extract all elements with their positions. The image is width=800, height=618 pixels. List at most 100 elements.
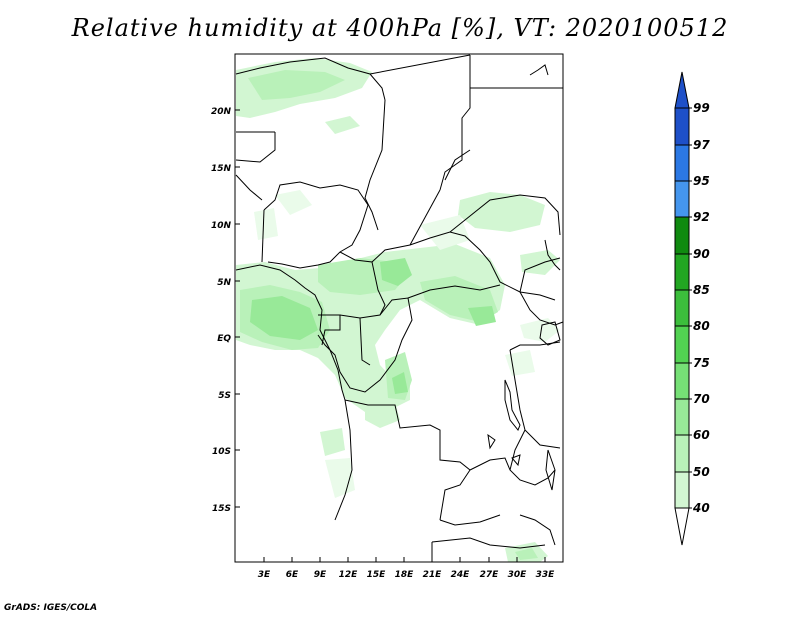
humidity-area — [380, 258, 412, 286]
colorbar: 99 97 95 92 90 85 80 75 70 60 50 40 — [674, 71, 710, 546]
colorbar-label: 80 — [693, 319, 710, 333]
humidity-area — [275, 190, 312, 215]
country-border — [509, 349, 561, 449]
colorbar-segment — [674, 398, 690, 436]
longitude-axis: 3E 6E 9E 12E 15E 18E 21E 24E 27E 30E 33E — [258, 557, 555, 580]
lon-tick-label: 3E — [258, 570, 271, 580]
colorbar-segment — [674, 253, 690, 291]
lake-shore — [511, 454, 521, 467]
country-borders — [235, 54, 564, 562]
humidity-area — [468, 306, 496, 326]
colorbar-label: 90 — [693, 247, 710, 261]
lon-tick-label: 18E — [395, 570, 415, 580]
humidity-area — [325, 458, 355, 498]
humidity-area — [254, 208, 278, 240]
lat-tick-label: 15S — [212, 504, 231, 514]
colorbar-segment — [674, 144, 690, 182]
colorbar-label: 99 — [693, 101, 710, 115]
humidity-area — [458, 192, 545, 232]
humidity-area — [392, 372, 408, 394]
lon-tick-label: 27E — [480, 570, 500, 580]
colorbar-label: 40 — [692, 501, 710, 515]
country-border — [369, 54, 471, 75]
colorbar-arrow-top — [674, 71, 690, 109]
humidity-area — [420, 215, 470, 250]
lon-tick-label: 33E — [536, 570, 556, 580]
country-border — [325, 251, 386, 319]
colorbar-label: 70 — [693, 392, 710, 406]
colorbar-segment — [674, 434, 690, 473]
lat-tick-label: 5N — [217, 278, 231, 288]
colorbar-label: 50 — [693, 465, 710, 479]
grads-credit: GrADS: IGES/COLA — [4, 603, 98, 613]
country-border — [469, 457, 556, 486]
country-border — [261, 209, 265, 263]
country-border — [364, 99, 386, 231]
country-border — [431, 537, 546, 549]
country-border — [334, 399, 353, 521]
colorbar-label: 92 — [693, 210, 710, 224]
lon-tick-label: 12E — [339, 570, 359, 580]
country-border — [407, 284, 501, 299]
latitude-axis: 20N 15N 10N 5N EQ 5S 10S 15S — [211, 107, 240, 514]
lon-tick-label: 9E — [314, 570, 327, 580]
humidity-area — [505, 350, 535, 376]
humidity-area — [325, 116, 360, 134]
colorbar-label: 85 — [693, 283, 710, 297]
country-border — [519, 257, 561, 293]
lake-shore — [487, 433, 496, 450]
lon-tick-label: 30E — [508, 570, 528, 580]
colorbar-arrow-bottom — [674, 507, 690, 546]
country-border — [439, 514, 501, 526]
lon-tick-label: 24E — [451, 570, 471, 580]
colorbar-segment — [674, 325, 690, 364]
humidity-area — [520, 250, 560, 275]
coastline — [529, 64, 549, 76]
colorbar-label: 97 — [693, 138, 710, 152]
lat-tick-label: 10N — [211, 221, 232, 231]
country-border — [318, 314, 341, 346]
country-border — [519, 291, 564, 326]
country-border — [519, 514, 556, 546]
humidity-area — [365, 402, 400, 428]
lake-shore — [539, 321, 561, 346]
lon-tick-label: 6E — [286, 570, 299, 580]
country-border — [439, 55, 471, 191]
colorbar-segment — [674, 180, 690, 218]
country-border — [359, 317, 371, 366]
lat-tick-label: 20N — [211, 107, 232, 117]
lake-shore — [504, 379, 521, 431]
country-border — [235, 132, 276, 163]
coastline — [544, 239, 561, 271]
lat-tick-label: 5S — [218, 391, 231, 401]
colorbar-segment — [674, 362, 690, 400]
coastline — [444, 149, 471, 181]
country-border — [371, 231, 556, 301]
humidity-area — [248, 70, 345, 100]
lake-shore — [545, 449, 556, 491]
humidity-area — [515, 548, 538, 560]
colorbar-label: 60 — [693, 428, 710, 442]
country-border — [449, 194, 561, 236]
colorbar-label: 75 — [693, 356, 710, 370]
country-border — [235, 57, 386, 101]
country-border — [263, 181, 369, 269]
colorbar-segment — [674, 471, 690, 509]
country-border — [235, 174, 263, 201]
colorbar-segment — [674, 289, 690, 327]
lat-tick-label: 15N — [211, 164, 232, 174]
country-border — [409, 189, 441, 246]
coastline — [235, 264, 346, 401]
country-border — [509, 429, 526, 471]
map-frame — [234, 53, 564, 563]
country-border — [344, 399, 471, 521]
humidity-area — [250, 296, 318, 340]
lon-tick-label: 21E — [423, 570, 443, 580]
colorbar-segment — [674, 107, 690, 146]
country-border — [509, 341, 561, 351]
lat-tick-label: 10S — [212, 447, 231, 457]
colorbar-label: 95 — [693, 174, 710, 188]
lat-tick-label: EQ — [217, 334, 231, 344]
lon-tick-label: 15E — [367, 570, 387, 580]
humidity-shading — [236, 58, 560, 562]
